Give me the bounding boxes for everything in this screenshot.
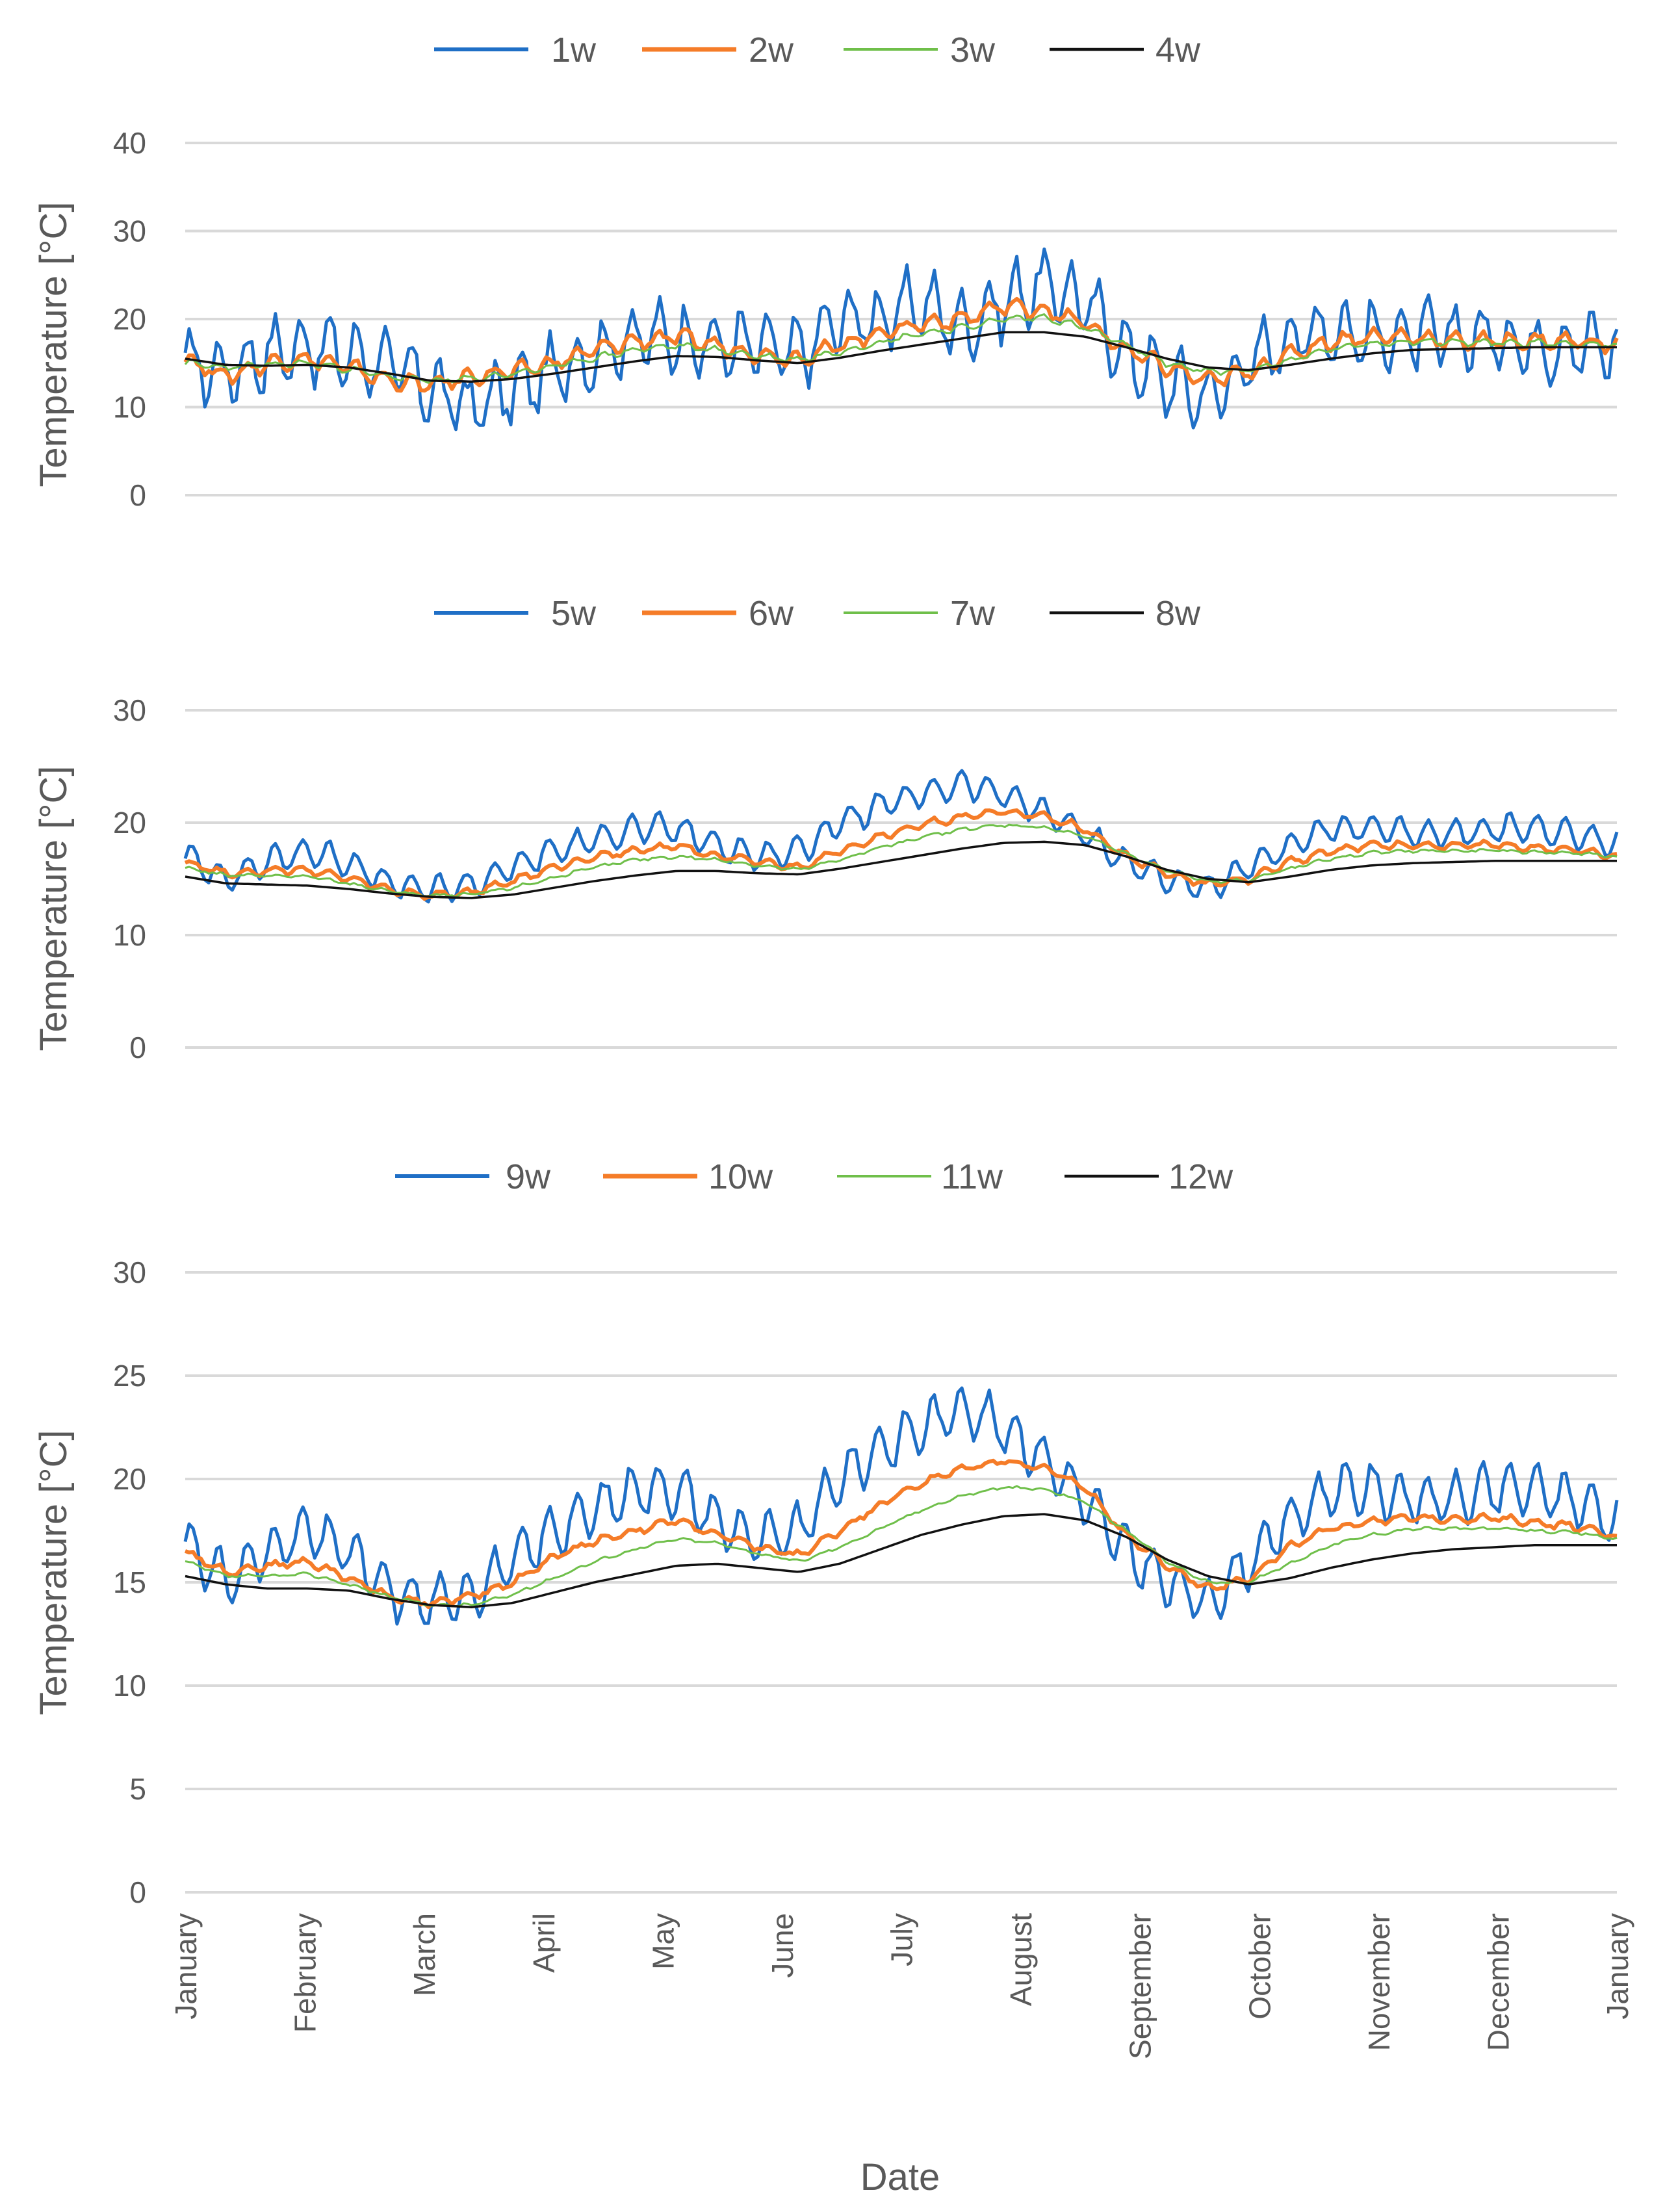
x-tick-label-month: February [289,1913,322,2033]
y-axis-title-panel-2: Temperature [°C] [32,765,75,1051]
y-tick-label: 0 [129,1875,146,1909]
y-tick-label: 30 [113,214,146,248]
series-line-3w [184,313,1618,384]
y-tick-label: 5 [129,1772,146,1806]
y-tick-label: 0 [129,478,146,512]
x-tick-label-month: March [407,1913,441,1996]
series-line-7w [185,823,1618,898]
legend-label-10w: 10w [708,1157,773,1196]
x-tick-label-month: April [527,1913,561,1973]
y-tick-label: 40 [113,126,146,160]
x-tick-label-month: October [1243,1913,1276,2020]
y-ticks-panel-1: 0 10 20 30 40 [113,126,146,512]
y-axis-title-panel-1: Temperature [°C] [32,201,75,487]
y-tick-label: 30 [113,693,146,727]
legend-label-4w: 4w [1155,31,1201,70]
gridlines-panel-1 [185,142,1617,496]
legend-label-12w: 12w [1168,1157,1233,1196]
y-tick-label: 30 [113,1255,146,1289]
legend-panel-1: 1w 2w 3w 4w [434,31,1201,70]
y-tick-label: 0 [129,1031,146,1064]
series-line-11w [185,1485,1618,1608]
series-line-6w [184,808,1618,901]
x-tick-label-month: September [1124,1913,1157,2059]
y-tick-label: 10 [113,918,146,952]
legend-label-3w: 3w [950,31,996,70]
series-line-1w [183,247,1619,431]
x-ticks-months: January February March April May June July Augu… [169,1913,1634,2059]
x-axis-title: Date [860,2156,940,2198]
x-tick-label-month: June [766,1913,799,1978]
x-tick-label-month: May [646,1913,680,1970]
legend-label-5w: 5w [551,594,597,633]
series-lines-panel-1 [183,247,1619,431]
chart-panel-2: 5w 6w 7w 8w 0 10 20 30 Temperature [°C] [32,594,1619,1064]
legend-label-9w: 9w [506,1157,551,1196]
series-line-9w [183,1386,1619,1626]
y-tick-label: 25 [113,1359,146,1393]
series-line-5w [183,769,1619,904]
x-tick-label-month: July [885,1913,919,1966]
gridlines-panel-3 [185,1271,1617,1894]
legend-label-2w: 2w [749,31,794,70]
gridlines-panel-2 [185,709,1617,1049]
y-tick-label: 15 [113,1565,146,1599]
legend-label-11w: 11w [941,1157,1003,1196]
x-tick-label-month: January [1601,1913,1634,2020]
y-tick-label: 20 [113,302,146,336]
y-tick-label: 20 [113,806,146,840]
legend-label-7w: 7w [950,594,996,633]
legend-label-6w: 6w [749,594,794,633]
chart-panel-3: 9w 10w 11w 12w 0 5 10 15 20 25 30 Temperature [°C… [32,1157,1634,2059]
legend-panel-3: 9w 10w 11w 12w [395,1157,1233,1196]
y-axis-title-panel-3: Temperature [°C] [32,1430,75,1715]
x-tick-label-month: November [1362,1913,1396,2051]
legend-label-1w: 1w [551,31,597,70]
y-ticks-panel-2: 0 10 20 30 [113,693,146,1064]
x-tick-label-month: January [169,1913,203,2020]
series-lines-panel-2 [183,769,1619,904]
x-tick-label-month: December [1481,1913,1515,2051]
legend-panel-2: 5w 6w 7w 8w [434,594,1201,633]
y-ticks-panel-3: 0 5 10 15 20 25 30 [113,1255,146,1909]
x-tick-label-month: August [1004,1913,1038,2006]
y-tick-label: 10 [113,391,146,424]
series-line-8w [185,840,1617,899]
series-line-12w [185,1513,1617,1608]
y-tick-label: 20 [113,1462,146,1496]
legend-label-8w: 8w [1155,594,1201,633]
series-line-4w [185,331,1617,383]
y-tick-label: 10 [113,1669,146,1703]
chart-panel-1: 1w 2w 3w 4w 0 10 20 30 40 Temperature [°C] [32,31,1619,512]
series-lines-panel-3 [183,1386,1619,1626]
series-line-2w [183,297,1619,393]
